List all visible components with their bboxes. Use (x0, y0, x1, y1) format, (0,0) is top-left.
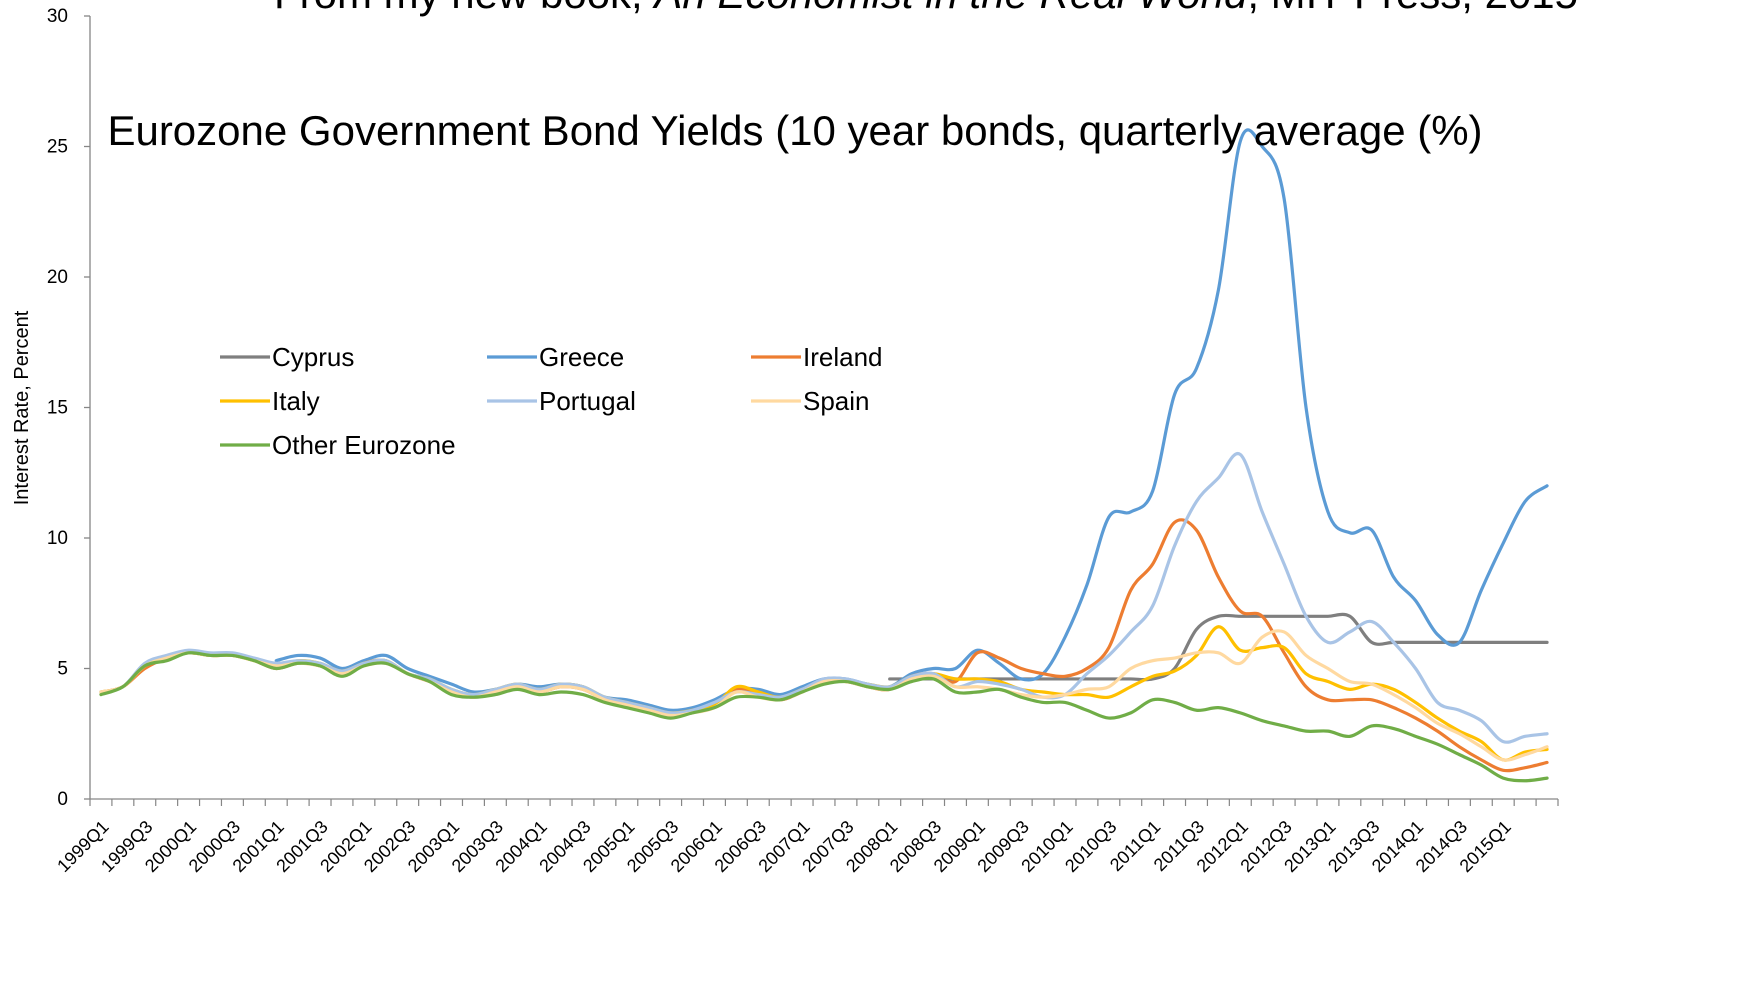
y-tick-label: 0 (57, 789, 68, 810)
legend-label-ireland: Ireland (803, 342, 883, 372)
legend-label-spain: Spain (803, 386, 870, 416)
y-tick-label: 5 (57, 659, 68, 680)
series-line-other-eurozone (99, 651, 1549, 783)
y-tick-label: 15 (47, 398, 68, 419)
series-lines (99, 128, 1549, 783)
subtitle-part-3: , MIT Press, 2015 (1247, 0, 1578, 17)
legend-label-cyprus: Cyprus (272, 342, 354, 372)
series-line-portugal (99, 451, 1549, 744)
legend-label-portugal: Portugal (539, 386, 636, 416)
chart-title: Eurozone Government Bond Yields (10 year… (107, 107, 1482, 154)
y-tick-label: 10 (47, 528, 68, 549)
y-tick-label: 20 (47, 267, 68, 288)
subtitle-part-2-book-title: An Economist in the Real World (651, 0, 1249, 17)
series-line-italy (99, 625, 1549, 762)
legend-label-greece: Greece (539, 342, 624, 372)
series-line-spain (99, 629, 1549, 762)
chart-labels: From my new book, An Economist in the Re… (11, 0, 1578, 505)
y-tick-label: 30 (47, 6, 68, 27)
y-axis-title: Interest Rate, Percent (11, 310, 33, 505)
chart-subtitle: From my new book, An Economist in the Re… (274, 0, 1578, 17)
legend-label-italy: Italy (272, 386, 320, 416)
legend: Cyprus Greece Ireland Italy Portugal Spain Oth… (220, 342, 883, 460)
y-tick-label: 25 (47, 137, 68, 158)
legend-label-other-eurozone: Other Eurozone (272, 430, 456, 460)
series-line-cyprus (888, 612, 1549, 682)
subtitle-part-1: From my new book, (274, 0, 654, 17)
